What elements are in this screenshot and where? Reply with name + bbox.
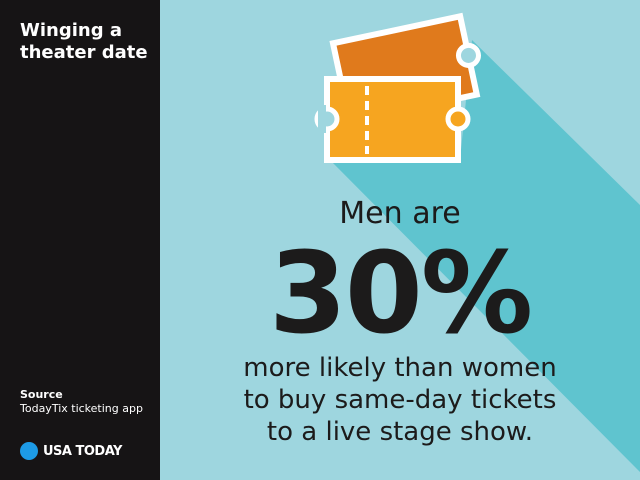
- title: Winging a theater date: [20, 20, 148, 63]
- shadow: [330, 40, 640, 480]
- logo-text: USA TODAY: [43, 443, 122, 459]
- logo-dot: [20, 442, 38, 460]
- body-line: to a live stage show.: [266, 417, 534, 447]
- body-line: more likely than women: [243, 353, 557, 383]
- lead: Men are: [339, 196, 461, 231]
- source-label: Source: [20, 388, 63, 401]
- body-line: to buy same-day tickets: [243, 385, 557, 415]
- body-text: more likely than women to buy same-day ti…: [160, 352, 640, 448]
- sidebar: Winging a theater date Source TodayTix t…: [0, 0, 160, 480]
- source: TodayTix ticketing app: [20, 402, 143, 415]
- logo: USA TODAY: [20, 442, 122, 460]
- front-ticket: [314, 76, 471, 163]
- stat: 30%: [268, 229, 533, 359]
